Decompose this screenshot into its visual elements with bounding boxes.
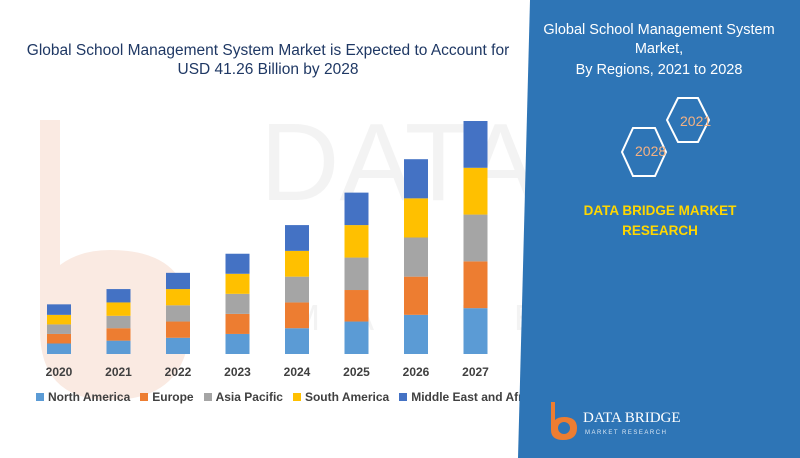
bar-segment-2024-middle-east-and-africa [285,225,309,251]
hexagon-2028 [620,127,668,177]
hexagon-2021 [665,97,711,143]
bar-segment-2025-south-america [344,225,369,258]
bar-segment-2023-middle-east-and-africa [225,253,250,274]
x-tick-label-2026: 2026 [403,365,430,379]
bar-segment-2026-middle-east-and-africa [404,159,428,199]
bar-segment-2023-asia-pacific [225,293,250,314]
bar-segment-2023-south-america [225,273,250,294]
hexagon-label-2021: 2021 [680,113,712,129]
legend-swatch [203,393,212,401]
bar-segment-2026-north-america [404,314,428,354]
bar-segment-2024-south-america [285,250,309,277]
bar-segment-2027-middle-east-and-africa [463,121,488,168]
legend-swatch [36,393,44,401]
bar-segment-2020-middle-east-and-africa [47,304,71,315]
brand-line2: RESEARCH [622,223,698,238]
bar-segment-2025-europe [344,290,369,322]
bar-segment-2022-north-america [166,337,190,354]
x-tick-label-2024: 2024 [284,365,311,379]
stacked-bar-chart: 2020 2021 2022 2023 2024 2025 2026 2027 [46,121,489,379]
bar-segment-2021-europe [106,328,131,341]
chart-legend: North America Europe Asia Pacific South Ame… [36,388,549,406]
side-title-line2: Market, [634,41,684,57]
bar-segment-2021-south-america [106,302,131,316]
bar-segment-2024-north-america [285,328,309,354]
bar-segment-2027-asia-pacific [463,214,488,262]
bar-segment-2020-europe [47,333,71,344]
bar-segment-2022-asia-pacific [166,305,190,322]
chart-title-line2: USD 41.26 Billion by 2028 [177,61,359,78]
x-tick-label-2027: 2027 [462,365,489,379]
legend-item-south-america: South America [292,390,390,404]
legend-swatch [292,393,301,401]
side-title-line3: By Regions, 2021 to 2028 [575,62,743,78]
bar-segment-2025-asia-pacific [344,257,369,291]
bar-segment-2021-north-america [106,340,131,354]
legend-swatch [140,393,149,401]
logo-name: DATA BRIDGE [583,410,681,426]
bar-segment-2020-south-america [47,314,71,325]
brand-line1: DATA BRIDGE MARKET [583,203,737,218]
x-tick-label-2020: 2020 [46,365,73,379]
bar-segment-2026-europe [404,276,428,315]
x-tick-label-2025: 2025 [343,365,370,379]
chart-title-line1: Global School Management System Market i… [26,42,510,59]
legend-label: Europe [152,390,194,404]
bar-segment-2024-asia-pacific [285,276,309,303]
bar-segment-2023-north-america [225,333,250,354]
bar-segment-2025-middle-east-and-africa [344,192,369,226]
bar-segment-2023-europe [225,313,250,334]
bar-segment-2021-middle-east-and-africa [106,289,131,303]
x-tick-label-2021: 2021 [105,365,132,379]
legend-item-asia-pacific: Asia Pacific [203,390,283,404]
legend-label: North America [48,390,131,404]
bar-segment-2020-north-america [47,343,71,354]
side-panel-background [518,0,800,458]
bar-segment-2025-north-america [344,321,369,354]
bar-segment-2027-south-america [463,167,488,215]
bar-segment-2021-asia-pacific [106,315,131,329]
x-tick-label-2023: 2023 [224,365,251,379]
bar-segment-2022-middle-east-and-africa [166,272,190,290]
bar-segment-2026-south-america [404,198,428,238]
bar-segment-2027-europe [463,261,488,309]
legend-label: Middle East and Africa [411,390,540,404]
bar-segment-2024-europe [285,302,309,329]
hexagon-label-2028: 2028 [635,143,667,159]
data-bridge-logo: DATA BRIDGE MARKET RESEARCH [551,402,681,440]
bar-segment-2022-europe [166,321,190,338]
bar-segment-2026-asia-pacific [404,237,428,277]
side-panel [518,0,800,458]
bar-segment-2022-south-america [166,289,190,306]
legend-swatch [399,393,408,401]
side-title-line1: Global School Management System [543,22,775,38]
legend-item-north-america: North America [36,390,130,404]
legend-label: Asia Pacific [215,390,283,404]
legend-label: South America [304,390,390,404]
legend-item-middle-east-and-africa: Middle East and Africa [399,390,539,404]
bar-segment-2027-north-america [463,308,488,354]
bar-segment-2020-asia-pacific [47,324,71,334]
logo-tagline: MARKET RESEARCH [585,430,667,436]
x-tick-label-2022: 2022 [165,365,192,379]
legend-item-europe: Europe [140,390,194,404]
